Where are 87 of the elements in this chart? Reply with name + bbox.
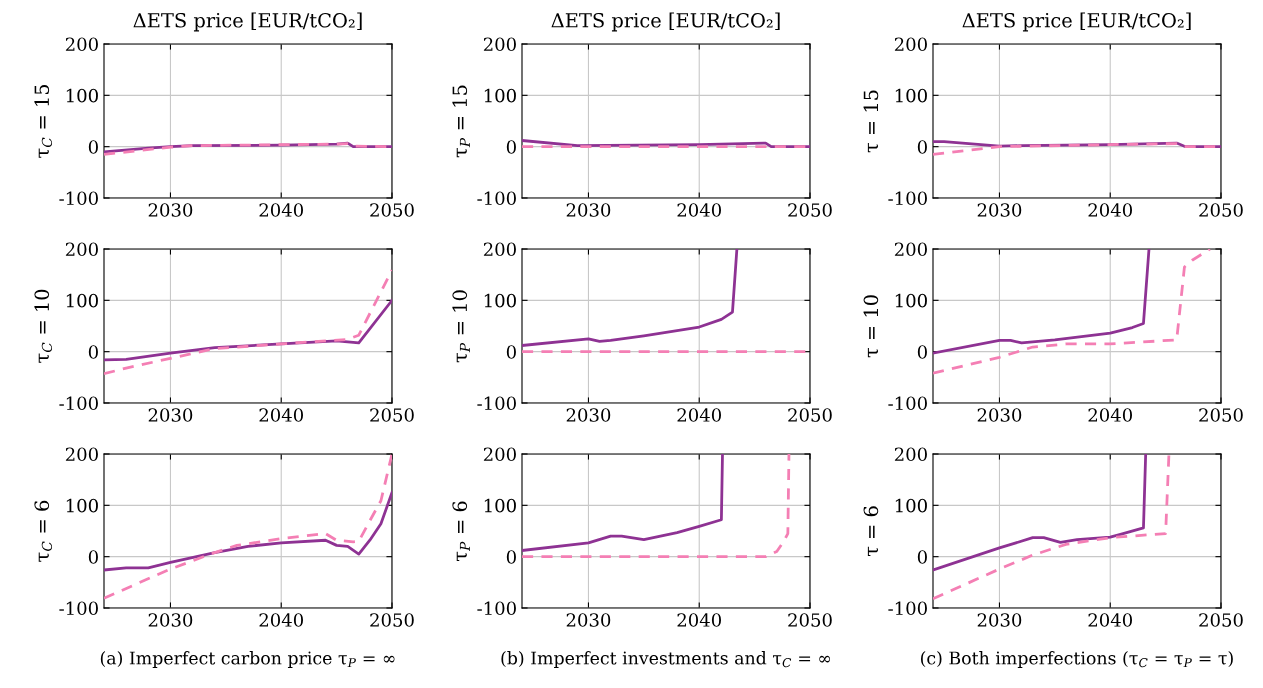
y-tick-label: 100 [895, 498, 927, 513]
y-tick-label: 100 [484, 88, 516, 103]
line-series [933, 454, 1171, 601]
y-tick-label: 0 [506, 345, 516, 359]
y-tick-label: 100 [895, 88, 927, 103]
y-tick-label: 100 [484, 498, 516, 513]
x-tick-label: 2050 [370, 408, 414, 422]
y-tick-label: -100 [477, 396, 516, 411]
line-series [104, 268, 392, 376]
line-series [522, 454, 724, 552]
x-tick-label: 2030 [566, 203, 611, 217]
x-tick-label: 2050 [788, 613, 832, 627]
y-tick-label: -100 [59, 601, 98, 616]
x-tick-label: 2040 [259, 408, 304, 422]
y-tick-label: -100 [59, 396, 98, 411]
y-tick-label: 100 [484, 293, 516, 308]
text: (b) Imperfect investments and τ$_{C}$ = ∞ [501, 651, 831, 668]
y-tick-label: 0 [506, 140, 516, 154]
y-tick-label: 200 [894, 37, 927, 52]
line-series [933, 249, 1212, 375]
line-series [522, 249, 739, 347]
y-tick-label: 0 [917, 345, 927, 359]
chart-title: ΔETS price [EUR/tCO₂] [551, 12, 780, 32]
y-tick-label: 200 [483, 447, 516, 462]
y-tick-label: 0 [506, 550, 516, 564]
x-tick-label: 2030 [148, 613, 193, 627]
y-tick-label: 0 [917, 140, 927, 154]
y-tick-label: 100 [66, 498, 98, 513]
x-tick-label: 2050 [1199, 408, 1243, 422]
chart-title: ΔETS price [EUR/tCO₂] [133, 12, 362, 32]
x-tick-label: 2030 [148, 408, 193, 422]
x-tick-label: 2030 [977, 203, 1022, 217]
x-tick-label: 2040 [677, 203, 722, 217]
x-tick-label: 2040 [677, 408, 722, 422]
x-tick-label: 2050 [788, 203, 832, 217]
x-tick-label: 2040 [1088, 203, 1133, 217]
y-tick-label: 200 [65, 447, 98, 462]
x-tick-label: 2050 [1199, 203, 1243, 217]
y-tick-label: 100 [66, 88, 98, 103]
line-series [933, 249, 1151, 355]
y-axis-title: τ = 10 [863, 295, 879, 358]
x-tick-label: 2040 [259, 613, 304, 627]
y-axis-title: τ$_{C}$ = 6 [34, 500, 53, 562]
y-tick-label: 200 [483, 242, 516, 257]
line-series [522, 454, 791, 559]
x-tick-label: 2030 [977, 408, 1022, 422]
y-tick-label: -100 [477, 601, 516, 616]
y-tick-label: 200 [65, 242, 98, 257]
y-axis-title: τ = 15 [863, 90, 879, 153]
x-tick-label: 2030 [977, 613, 1022, 627]
y-axis-title: τ$_{C}$ = 15 [34, 84, 53, 158]
y-axis-title: τ$_{P}$ = 10 [452, 290, 470, 363]
x-tick-label: 2050 [1199, 613, 1243, 627]
y-tick-label: 0 [88, 550, 98, 564]
y-tick-label: -100 [59, 191, 98, 206]
text: (c) Both imperfections (τ$_{C}$ = τ$_{P}$ = τ) [920, 651, 1233, 668]
y-axis-title: τ = 6 [863, 506, 879, 557]
y-tick-label: 200 [894, 447, 927, 462]
y-tick-label: 0 [88, 140, 98, 154]
line-series [933, 454, 1148, 572]
text: (a) Imperfect carbon price τ$_{P}$ = ∞ [100, 651, 395, 668]
y-tick-label: 0 [88, 345, 98, 359]
x-tick-label: 2050 [370, 203, 414, 217]
line-series [104, 491, 392, 572]
y-tick-label: 200 [65, 37, 98, 52]
x-tick-label: 2040 [1088, 613, 1133, 627]
y-tick-label: -100 [888, 601, 927, 616]
x-tick-label: 2030 [566, 613, 611, 627]
y-axis-title: τ$_{P}$ = 15 [452, 85, 470, 158]
x-tick-label: 2030 [566, 408, 611, 422]
x-tick-label: 2040 [677, 613, 722, 627]
y-tick-label: 200 [894, 242, 927, 257]
y-axis-title: τ$_{C}$ = 10 [34, 289, 53, 363]
y-tick-label: -100 [888, 191, 927, 206]
y-tick-label: -100 [477, 191, 516, 206]
y-tick-label: 0 [917, 550, 927, 564]
x-tick-label: 2050 [370, 613, 414, 627]
y-axis-title: τ$_{P}$ = 6 [452, 501, 470, 562]
y-tick-label: 100 [66, 293, 98, 308]
chart-title: ΔETS price [EUR/tCO₂] [962, 12, 1191, 32]
y-tick-label: 100 [895, 293, 927, 308]
y-tick-label: 200 [483, 37, 516, 52]
x-tick-label: 2050 [788, 408, 832, 422]
x-tick-label: 2040 [1088, 408, 1133, 422]
x-tick-label: 2030 [148, 203, 193, 217]
y-tick-label: -100 [888, 396, 927, 411]
x-tick-label: 2040 [259, 203, 304, 217]
